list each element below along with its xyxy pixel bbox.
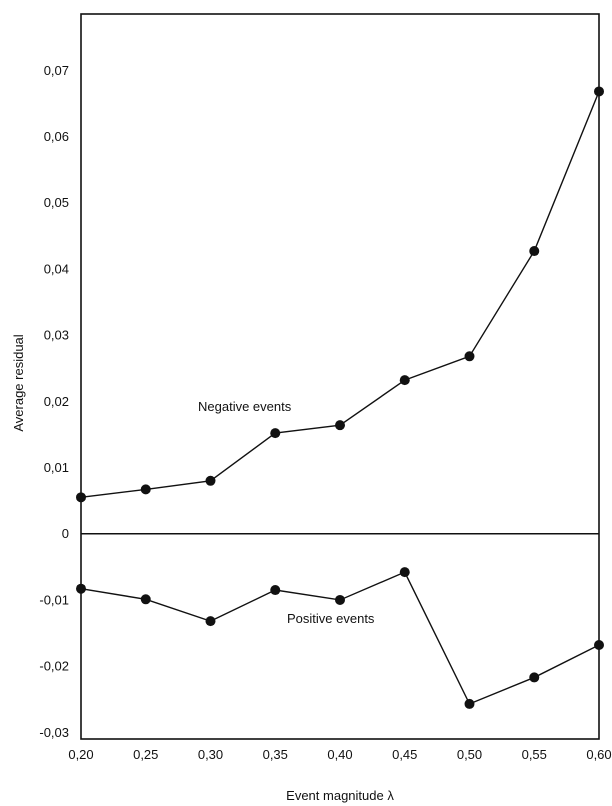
- x-tick-label: 0,45: [392, 747, 417, 762]
- data-point-negative-events: [594, 86, 604, 97]
- series-line-negative-events: [80, 91, 600, 499]
- x-tick-label: 0,30: [198, 747, 223, 762]
- annotation-negative-events: Negative events: [198, 399, 292, 414]
- data-point-positive-events: [76, 583, 86, 594]
- x-axis-ticks: 0,20 0,25 0,30 0,35 0,40 0,45 0,50 0,55 0,60: [68, 747, 611, 762]
- y-tick-label: 0,02: [44, 394, 69, 409]
- data-point-positive-events: [529, 672, 540, 683]
- x-tick-label: 0,25: [133, 747, 158, 762]
- data-point-negative-events: [399, 375, 410, 386]
- annotation-positive-events: Positive events: [287, 611, 375, 626]
- series-line-positive-events: [80, 571, 600, 705]
- x-tick-label: 0,50: [457, 747, 482, 762]
- plot-frame: [80, 13, 600, 740]
- y-tick-label: -0,01: [39, 592, 69, 607]
- x-tick-label: 0,60: [586, 747, 611, 762]
- y-axis-title: Average residual: [11, 334, 26, 431]
- data-point-positive-events: [464, 698, 475, 709]
- data-point-positive-events: [270, 585, 281, 596]
- y-tick-label: 0,05: [44, 195, 69, 210]
- data-point-negative-events: [270, 428, 281, 439]
- data-point-positive-events: [399, 567, 410, 578]
- data-point-negative-events: [205, 475, 216, 486]
- x-tick-label: 0,35: [263, 747, 288, 762]
- data-point-negative-events: [140, 484, 151, 495]
- x-tick-label: 0,55: [522, 747, 547, 762]
- x-tick-label: 0,20: [68, 747, 93, 762]
- y-tick-label: 0,04: [44, 261, 69, 276]
- x-tick-label: 0,40: [327, 747, 352, 762]
- y-axis-ticks: 0,07 0,06 0,05 0,04 0,03 0,02 0,01 0 -0,01 -0,02 -…: [39, 63, 69, 740]
- data-point-positive-events: [335, 594, 345, 605]
- data-point-negative-events: [464, 351, 475, 362]
- series-layer: [76, 86, 604, 709]
- y-tick-label: 0,07: [44, 63, 69, 78]
- data-point-negative-events: [76, 492, 86, 503]
- y-tick-label: -0,03: [39, 725, 69, 740]
- y-tick-label: 0: [62, 526, 69, 541]
- data-point-positive-events: [140, 594, 151, 605]
- y-tick-label: 0,06: [44, 129, 69, 144]
- y-tick-label: 0,01: [44, 460, 69, 475]
- y-tick-label: -0,02: [39, 659, 69, 674]
- data-point-positive-events: [594, 639, 604, 650]
- data-point-negative-events: [335, 420, 345, 431]
- x-axis-title: Event magnitude λ: [286, 788, 394, 803]
- data-point-negative-events: [529, 246, 540, 257]
- y-tick-label: 0,03: [44, 328, 69, 343]
- data-point-positive-events: [205, 616, 216, 627]
